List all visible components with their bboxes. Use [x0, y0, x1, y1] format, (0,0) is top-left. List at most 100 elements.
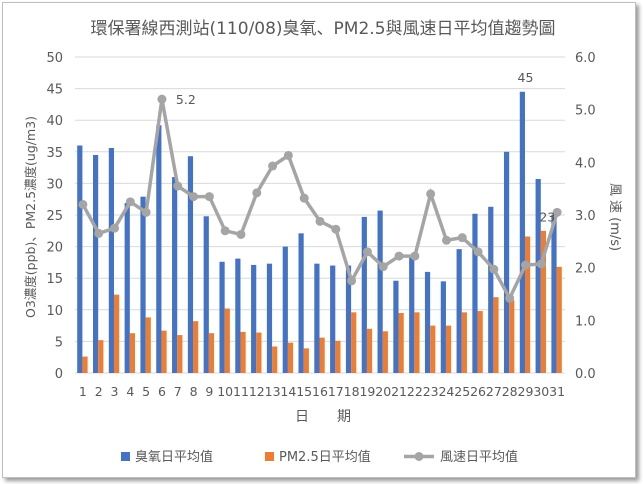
- x-tick: 15: [296, 384, 312, 399]
- bar-pm25: [98, 340, 104, 373]
- x-tick: 26: [470, 384, 486, 399]
- bar-pm25: [208, 333, 215, 373]
- y-tick-right: 5.0: [575, 104, 596, 119]
- wind-point: [299, 193, 309, 203]
- legend-swatch: [121, 452, 130, 461]
- bar-o3: [424, 271, 431, 373]
- x-tick: 27: [486, 384, 502, 399]
- wind-line: [81, 98, 559, 303]
- legend-swatch: [265, 452, 274, 461]
- bar-pm25: [524, 236, 531, 373]
- bar-pm25: [493, 297, 499, 373]
- wind-point: [426, 189, 436, 199]
- y-tick-left: 20: [46, 241, 63, 256]
- wind-point: [473, 247, 483, 257]
- bar-pm25: [335, 340, 341, 373]
- x-tick: 31: [549, 384, 565, 399]
- bar-o3: [172, 177, 178, 373]
- x-tick: 12: [249, 384, 265, 399]
- data-label: 23: [539, 209, 555, 224]
- y-tick-right: 3.0: [575, 209, 596, 224]
- bar-pm25: [382, 331, 388, 373]
- bar-o3: [519, 91, 525, 373]
- wind-point: [157, 94, 167, 104]
- bar-o3: [187, 156, 194, 373]
- bar-o3: [377, 210, 383, 373]
- x-tick: 30: [533, 384, 549, 399]
- bar-o3: [251, 264, 257, 373]
- bar-o3: [298, 233, 304, 373]
- y-tick-left: 35: [46, 146, 63, 161]
- chart-title: 環保署線西測站(110/08)臭氧、PM2.5與風速日平均值趨勢圖: [90, 19, 555, 39]
- bar-o3: [472, 213, 478, 373]
- wind-point: [552, 207, 562, 217]
- wind-point: [489, 264, 499, 274]
- bar-pm25: [287, 342, 294, 373]
- wind-point: [331, 224, 341, 234]
- bar-o3: [93, 154, 99, 373]
- bar-o3: [219, 261, 225, 373]
- wind-point: [252, 188, 262, 198]
- wind-point: [94, 228, 104, 238]
- wind-point: [189, 192, 199, 202]
- bar-o3: [503, 151, 510, 373]
- x-tick: 4: [126, 384, 134, 399]
- bar-o3: [345, 265, 352, 373]
- y-tick-right: 1.0: [575, 314, 596, 329]
- bar-o3: [77, 145, 83, 373]
- bar-pm25: [82, 356, 88, 373]
- x-tick: 3: [111, 384, 119, 399]
- bar-o3: [361, 216, 367, 373]
- bar-pm25: [272, 346, 278, 373]
- bar-o3: [330, 265, 336, 373]
- wind-point: [204, 192, 214, 202]
- y-tick-left: 0: [55, 367, 63, 382]
- wind-point: [110, 223, 120, 233]
- wind-point: [78, 199, 88, 209]
- bar-o3: [535, 178, 541, 373]
- wind-point: [125, 197, 135, 207]
- x-tick: 22: [407, 384, 423, 399]
- wind-point: [283, 150, 293, 160]
- x-tick: 20: [375, 384, 391, 399]
- bar-pm25: [145, 317, 151, 373]
- bar-pm25: [193, 321, 199, 373]
- bar-pm25: [540, 230, 546, 373]
- y-tick-right: 6.0: [575, 51, 596, 66]
- x-tick: 6: [158, 384, 166, 399]
- y-tick-left: 25: [46, 209, 63, 224]
- legend-label: 臭氧日平均值: [135, 449, 213, 465]
- bar-pm25: [129, 333, 136, 373]
- bar-o3: [488, 206, 494, 373]
- bar-pm25: [445, 325, 452, 373]
- y-tick-left: 30: [46, 177, 63, 192]
- bar-o3: [393, 280, 399, 373]
- x-tick: 5: [142, 384, 150, 399]
- x-tick: 13: [265, 384, 281, 399]
- wind-point: [173, 181, 183, 191]
- bar-pm25: [114, 294, 120, 373]
- bar-o3: [440, 281, 446, 373]
- wind-point: [268, 161, 278, 171]
- bar-pm25: [319, 337, 325, 373]
- bar-o3: [108, 148, 115, 373]
- bar-pm25: [240, 331, 246, 373]
- y-tick-left: 50: [46, 51, 63, 66]
- x-tick: 14: [280, 384, 296, 399]
- bar-o3: [124, 202, 130, 373]
- wind-point: [457, 233, 467, 243]
- wind-point: [505, 293, 515, 303]
- bar-pm25: [398, 312, 404, 373]
- data-label: 5.2: [176, 92, 196, 107]
- wind-point: [520, 260, 530, 270]
- bar-o3: [456, 249, 462, 373]
- bar-o3: [282, 246, 288, 373]
- x-tick: 18: [344, 384, 360, 399]
- y-tick-left: 40: [46, 114, 63, 129]
- y-tick-right: 4.0: [575, 156, 596, 171]
- bar-pm25: [303, 348, 309, 373]
- wind-point: [315, 216, 325, 226]
- bar-pm25: [256, 332, 262, 373]
- wind-point: [236, 229, 246, 239]
- wind-point: [220, 226, 230, 236]
